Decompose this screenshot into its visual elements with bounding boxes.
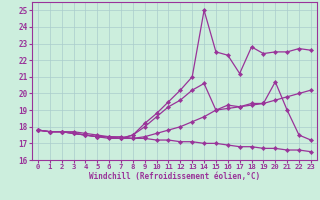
X-axis label: Windchill (Refroidissement éolien,°C): Windchill (Refroidissement éolien,°C) [89, 172, 260, 181]
